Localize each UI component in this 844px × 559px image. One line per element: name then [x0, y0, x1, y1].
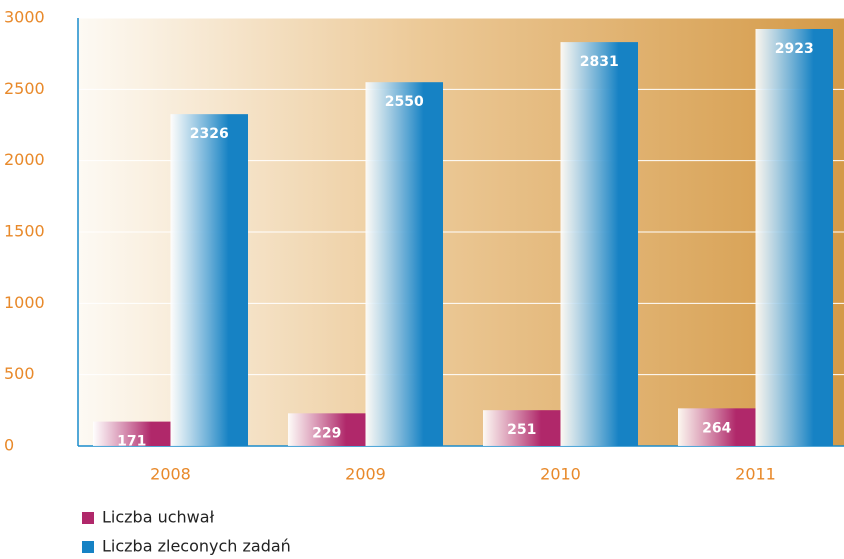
bar	[170, 114, 248, 446]
y-tick-label: 1000	[4, 293, 45, 312]
bar	[755, 28, 833, 447]
y-tick-label: 3000	[4, 8, 45, 27]
y-tick-label: 1500	[4, 222, 45, 241]
legend-swatch	[82, 512, 94, 524]
bar	[678, 408, 756, 446]
legend-swatch	[82, 541, 94, 553]
x-tick-label: 2010	[540, 465, 581, 484]
x-tick-label: 2011	[735, 465, 776, 484]
value-label: 264	[702, 420, 731, 436]
bar	[288, 413, 366, 446]
y-tick-label: 2500	[4, 79, 45, 98]
bar	[560, 42, 638, 447]
value-label: 251	[507, 422, 536, 438]
legend-label: Liczba uchwał	[102, 508, 215, 527]
value-label: 2923	[775, 41, 814, 57]
y-tick-label: 0	[4, 436, 14, 455]
value-label: 2550	[385, 94, 424, 110]
y-tick-label: 500	[4, 364, 35, 383]
bar	[483, 410, 561, 446]
bar	[93, 421, 171, 446]
legend-label: Liczba zleconych zadań	[102, 537, 291, 556]
value-label: 2326	[190, 126, 229, 142]
y-tick-label: 2000	[4, 150, 45, 169]
value-label: 2831	[580, 54, 619, 70]
value-label: 229	[312, 425, 341, 441]
bar	[365, 82, 443, 446]
x-tick-label: 2009	[345, 465, 386, 484]
value-label: 171	[117, 434, 146, 450]
x-tick-label: 2008	[150, 465, 191, 484]
